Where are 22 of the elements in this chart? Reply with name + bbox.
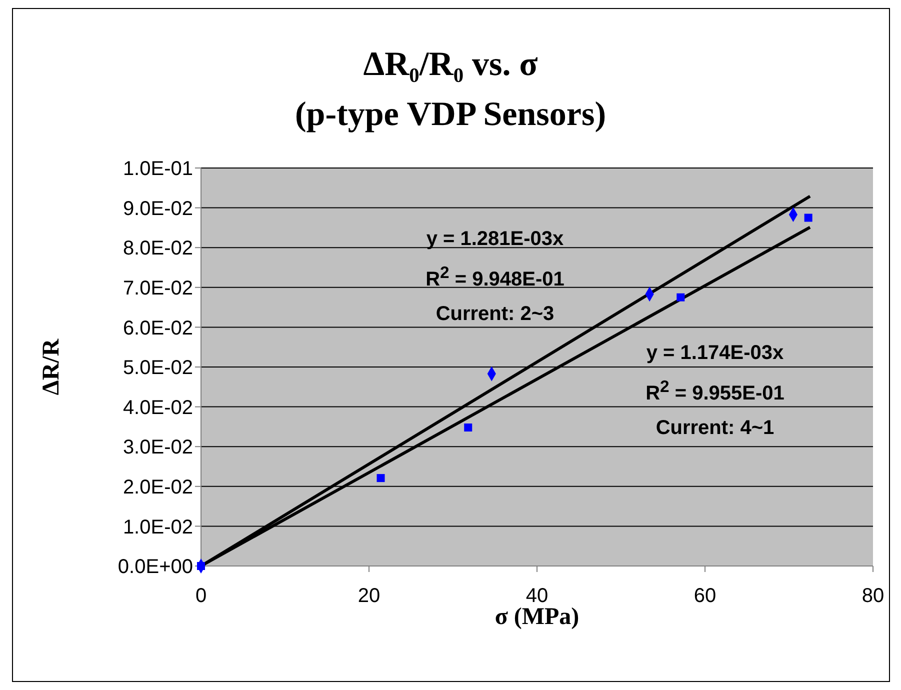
- x-axis-title: σ (MPa): [494, 604, 580, 630]
- y-axis-title: ΔR/R: [38, 338, 65, 396]
- y-tick-label: 7.0E-02: [122, 278, 193, 300]
- chart-title: ΔR₀/R₀ vs. σ: [362, 45, 539, 85]
- x-tick-label: 20: [358, 585, 380, 607]
- chart-subtitle: (p-type VDP Sensors): [294, 95, 608, 135]
- y-tick-label: 4.0E-02: [122, 396, 193, 419]
- x-tick-label: 40: [526, 585, 548, 607]
- x-tick-label: 60: [694, 585, 716, 607]
- y-tick-label: 1.0E-01: [122, 158, 193, 180]
- x-tick-label: 0: [195, 585, 207, 607]
- y-tick-label: 5.0E-02: [122, 357, 193, 380]
- x-tick-label: 80: [862, 585, 884, 607]
- annotation: y = 1.174E-03x R$^{2}$ = 9.955E-01 Current: 4~1: [644, 341, 786, 441]
- y-tick-label: 0.0E+00: [118, 556, 193, 578]
- y-tick-label: 6.0E-02: [122, 317, 193, 340]
- annotation: y = 1.281E-03x R$^{2}$ = 9.948E-01 Current: 2~3: [424, 227, 566, 327]
- y-tick-label: 2.0E-02: [122, 476, 193, 498]
- y-tick-label: 1.0E-02: [122, 516, 193, 538]
- y-tick-label: 9.0E-02: [122, 198, 193, 220]
- y-tick-label: 3.0E-02: [122, 436, 193, 459]
- y-tick-label: 8.0E-02: [122, 238, 193, 260]
